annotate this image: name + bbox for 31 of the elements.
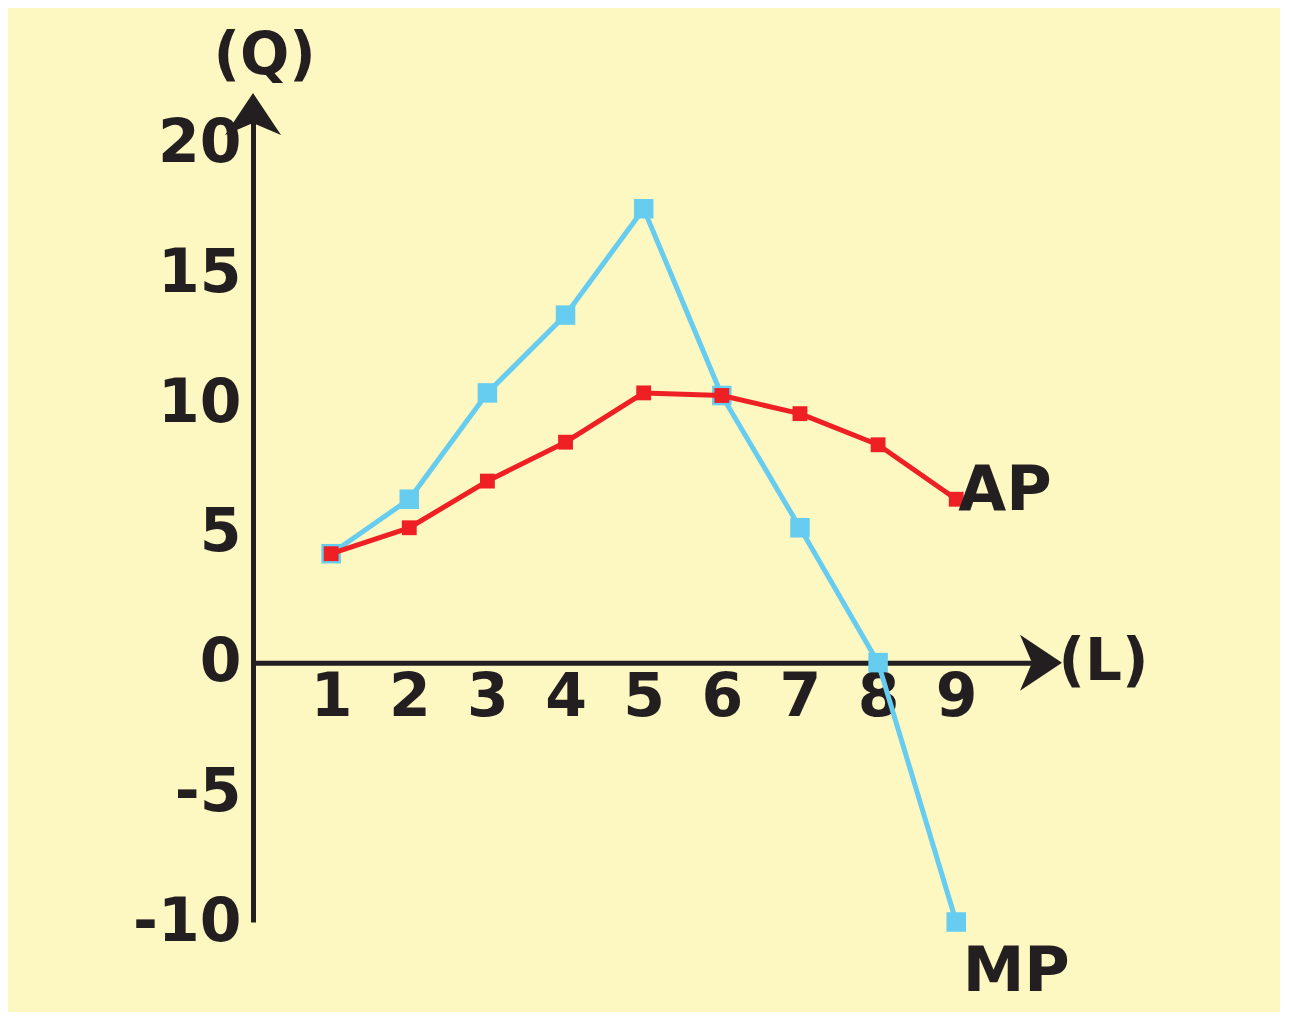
y-tick-label: 15: [158, 236, 242, 307]
point: [399, 489, 420, 509]
y-axis-title: (Q): [213, 19, 316, 88]
point: [636, 385, 652, 401]
point: [477, 383, 498, 403]
x-axis-title: (L): [1058, 626, 1149, 695]
x-tick-label: 2: [388, 660, 431, 731]
y-tick-label: 5: [199, 495, 242, 566]
point: [558, 434, 573, 450]
point: [633, 199, 654, 219]
point: [946, 912, 966, 932]
point: [792, 406, 808, 422]
y-tick-label: 0: [199, 625, 242, 696]
series-label: AP: [958, 452, 1052, 526]
point: [555, 305, 576, 325]
y-tick-label: 20: [158, 106, 242, 177]
series-label: MP: [962, 933, 1070, 1006]
point: [401, 520, 417, 536]
point: [480, 473, 495, 489]
y-tick-label: -5: [174, 754, 242, 825]
point: [790, 518, 810, 538]
x-tick-label: 7: [779, 660, 822, 731]
y-tick-label: 10: [158, 365, 242, 436]
x-tick-label: 4: [545, 660, 587, 731]
x-tick-label: 6: [701, 660, 744, 731]
x-tick-label: 1: [310, 660, 353, 731]
point: [870, 437, 886, 453]
x-tick-label: 3: [467, 660, 509, 731]
x-tick-label: 5: [623, 660, 666, 731]
y-tick-label: -10: [133, 884, 242, 955]
x-tick-label: 9: [935, 660, 978, 731]
